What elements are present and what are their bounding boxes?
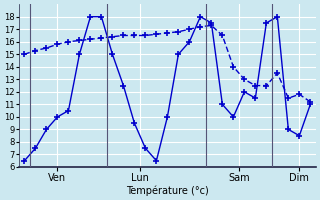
X-axis label: Température (°c): Température (°c) bbox=[126, 185, 209, 196]
